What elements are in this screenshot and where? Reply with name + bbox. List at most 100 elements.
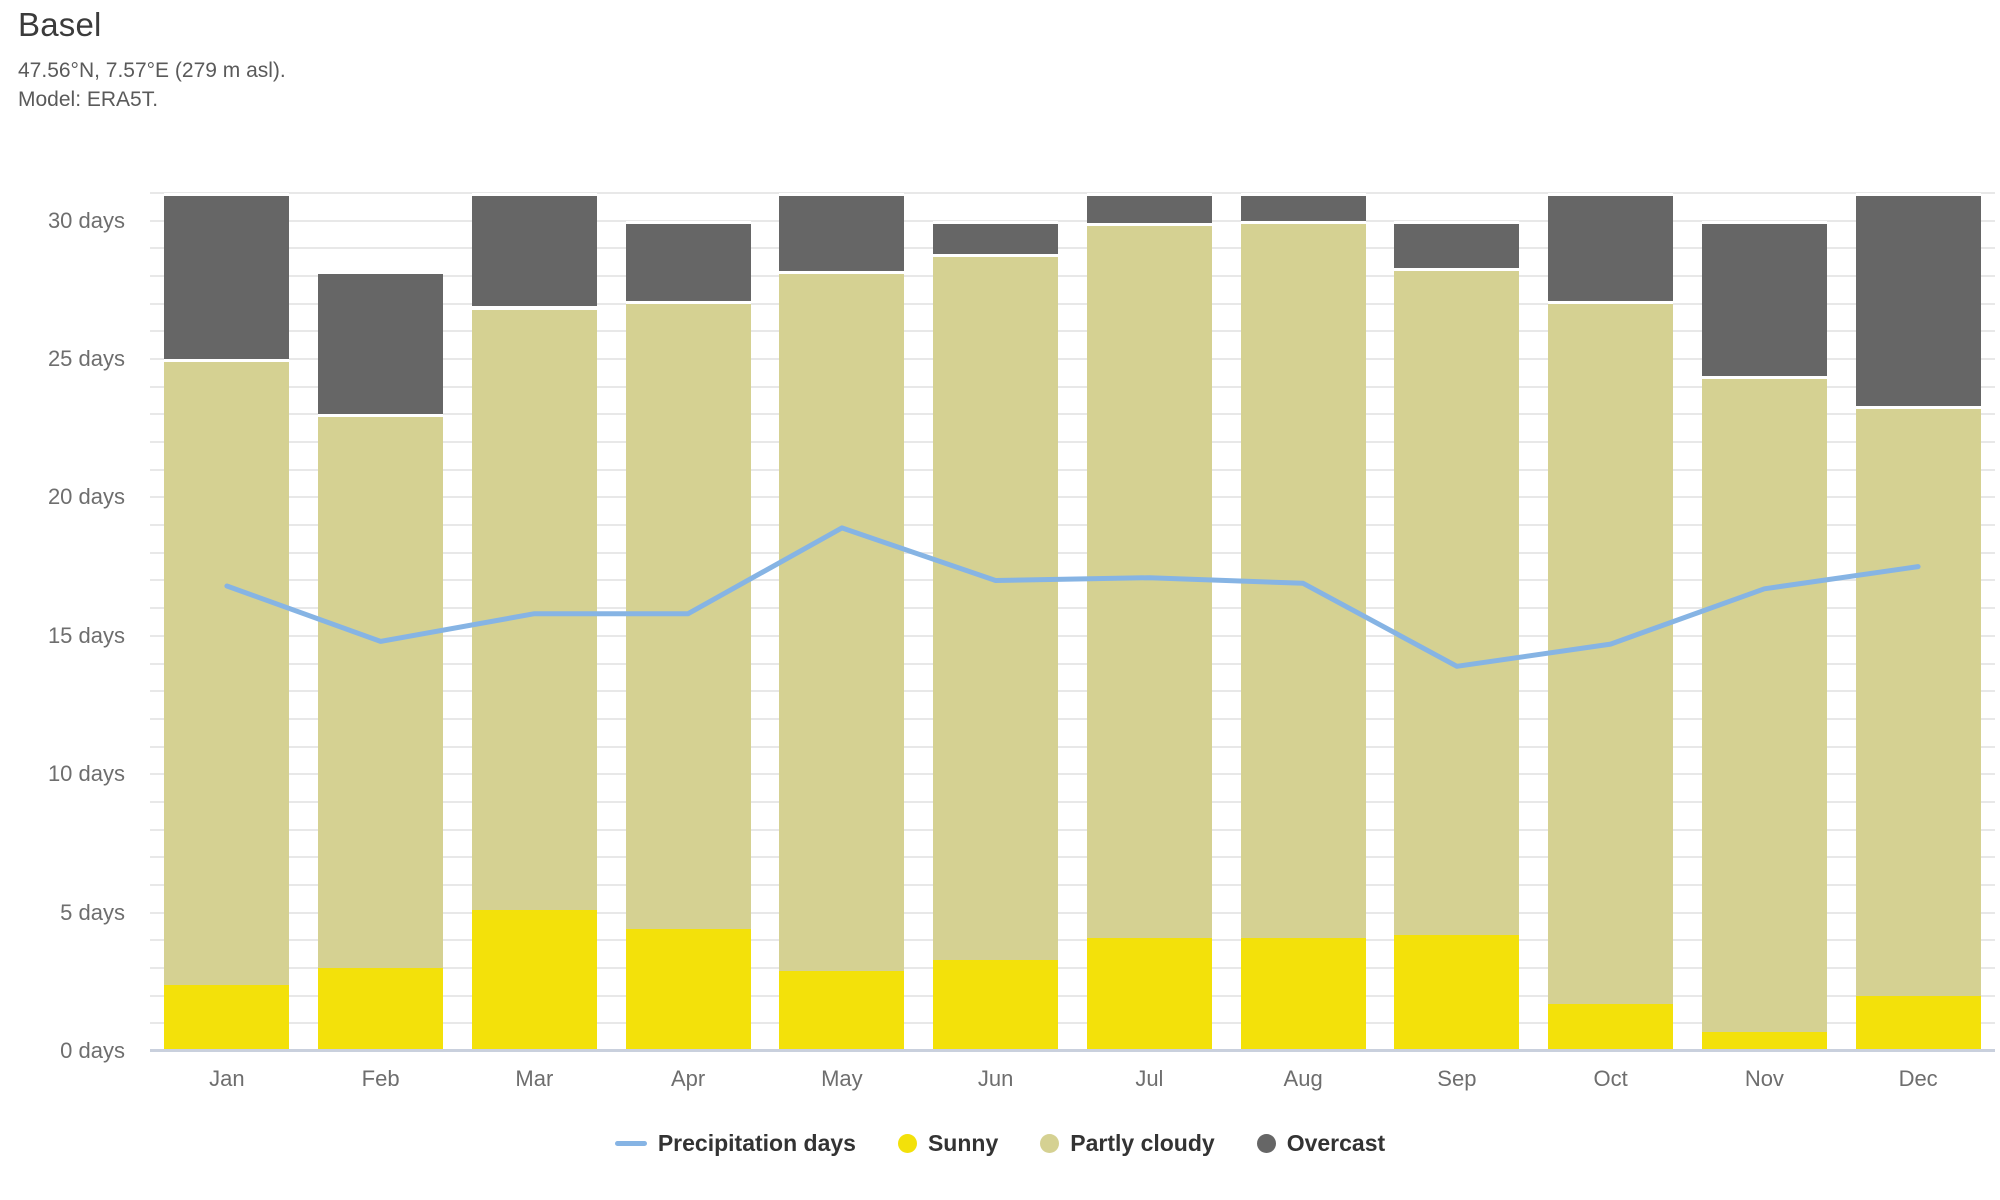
- gridline: [150, 634, 1995, 637]
- circle-marker-icon: [1256, 1134, 1276, 1153]
- bar-segment-sunny[interactable]: [625, 929, 751, 1051]
- bar-segment-overcast[interactable]: [1240, 193, 1366, 221]
- legend-item-sunny[interactable]: Sunny: [897, 1130, 999, 1157]
- legend-item-precipitation-days[interactable]: Precipitation days: [614, 1130, 856, 1157]
- gridline: [150, 911, 1995, 914]
- stacked-bar-may: [779, 193, 905, 1051]
- gridline: [150, 385, 1995, 388]
- gridline: [150, 413, 1995, 416]
- gridline: [150, 994, 1995, 997]
- stacked-bar-sep: [1394, 193, 1520, 1051]
- stacked-bar-dec: [1855, 193, 1981, 1051]
- chart-legend: Precipitation days Sunny Partly cloudy Over…: [0, 1130, 2000, 1157]
- plot-area: 0 days 5 days 10 days 15 days 20 days 25 days…: [48, 192, 1995, 1063]
- bar-segment-sunny[interactable]: [1394, 934, 1520, 1051]
- bar-segment-overcast[interactable]: [1701, 220, 1827, 376]
- stacked-bar-jun: [933, 193, 1059, 1051]
- bar-segment-sunny[interactable]: [318, 967, 444, 1051]
- bar-segment-overcast[interactable]: [625, 220, 751, 301]
- model-label: Model: ERA5T.: [18, 88, 159, 111]
- bar-segment-overcast[interactable]: [1548, 193, 1674, 301]
- legend-label: Overcast: [1286, 1130, 1386, 1156]
- x-axis-label-nov: Nov: [1744, 1066, 1784, 1091]
- gridline: [150, 717, 1995, 720]
- gridline: [150, 302, 1995, 305]
- bar-segment-overcast[interactable]: [1394, 220, 1520, 268]
- stacked-bar-nov: [1701, 193, 1827, 1051]
- bar-segment-sunny[interactable]: [1855, 995, 1981, 1051]
- bar-segment-partly-cloudy[interactable]: [164, 359, 290, 985]
- bar-segment-partly-cloudy[interactable]: [1701, 375, 1827, 1032]
- bar-segment-overcast[interactable]: [164, 193, 290, 360]
- x-axis-label-jun: Jun: [977, 1066, 1014, 1091]
- bar-segment-partly-cloudy[interactable]: [318, 414, 444, 968]
- circle-marker-icon: [1040, 1134, 1060, 1153]
- gridline: [150, 551, 1995, 554]
- y-axis-tick-label: 20 days: [47, 484, 125, 510]
- gridline: [150, 939, 1995, 942]
- bar-segment-sunny[interactable]: [933, 959, 1059, 1051]
- precipitation-days-line[interactable]: [150, 193, 1995, 1051]
- bar-segment-overcast[interactable]: [779, 193, 905, 271]
- x-axis-month-labels: Jan Feb Mar Apr May Jun Jul Aug Sep Oct Nov Dec: [150, 1066, 1995, 1092]
- stacked-bar-jan: [164, 193, 290, 1051]
- y-axis-tick-label: 15 days: [47, 622, 125, 648]
- bar-segment-sunny[interactable]: [779, 970, 905, 1051]
- gridline: [150, 883, 1995, 886]
- gridline: [150, 773, 1995, 776]
- legend-label: Precipitation days: [657, 1130, 856, 1156]
- stacked-bar-aug: [1240, 193, 1366, 1051]
- gridline: [150, 607, 1995, 610]
- x-axis-label-dec: Dec: [1898, 1066, 1938, 1091]
- x-axis-label-may: May: [821, 1066, 863, 1091]
- bar-segment-overcast[interactable]: [1086, 193, 1212, 224]
- gridline: [150, 690, 1995, 693]
- bar-segment-sunny[interactable]: [1086, 937, 1212, 1051]
- x-axis-label-mar: Mar: [515, 1066, 554, 1091]
- x-axis-label-jul: Jul: [1135, 1066, 1164, 1091]
- bar-segment-partly-cloudy[interactable]: [1394, 267, 1520, 935]
- bar-segment-sunny[interactable]: [164, 984, 290, 1051]
- y-axis-tick-label: 0 days: [60, 1038, 125, 1063]
- bar-segment-sunny[interactable]: [471, 909, 597, 1051]
- bar-segment-sunny[interactable]: [1701, 1031, 1827, 1051]
- gridline: [150, 468, 1995, 471]
- legend-item-overcast[interactable]: Overcast: [1256, 1130, 1386, 1157]
- legend-label: Partly cloudy: [1070, 1130, 1215, 1156]
- gridline: [150, 330, 1995, 333]
- gridline: [150, 358, 1995, 361]
- gridline: [150, 1022, 1995, 1025]
- y-axis-tick-label: 25 days: [47, 346, 125, 372]
- stacked-bar-mar: [471, 193, 597, 1051]
- line-marker-icon: [614, 1141, 647, 1146]
- legend-label: Sunny: [927, 1130, 999, 1156]
- y-axis-tick-label: 5 days: [60, 899, 125, 925]
- x-axis-label-jan: Jan: [209, 1066, 245, 1091]
- bar-segment-sunny[interactable]: [1548, 1003, 1674, 1051]
- gridline: [150, 192, 1995, 194]
- gridline: [150, 275, 1995, 278]
- x-axis-label-apr: Apr: [671, 1066, 706, 1091]
- gridline: [150, 441, 1995, 444]
- gridline: [150, 247, 1995, 250]
- gridline: [150, 856, 1995, 859]
- stacked-bar-feb: [318, 193, 444, 1051]
- bar-segment-overcast[interactable]: [1855, 193, 1981, 407]
- gridline: [150, 662, 1995, 665]
- gridline: [150, 966, 1995, 969]
- x-axis-label-sep: Sep: [1437, 1066, 1477, 1091]
- bar-segment-partly-cloudy[interactable]: [1855, 406, 1981, 996]
- bar-segment-partly-cloudy[interactable]: [779, 270, 905, 971]
- x-axis-baseline: [150, 1049, 1995, 1052]
- x-axis-label-oct: Oct: [1593, 1066, 1628, 1091]
- bar-segment-sunny[interactable]: [1240, 937, 1366, 1051]
- bar-segment-overcast[interactable]: [471, 193, 597, 307]
- bar-segment-overcast[interactable]: [318, 270, 444, 415]
- bar-segment-overcast[interactable]: [933, 220, 1059, 254]
- bar-segment-partly-cloudy[interactable]: [471, 306, 597, 910]
- gridline: [150, 524, 1995, 527]
- bar-segment-partly-cloudy[interactable]: [1240, 220, 1366, 938]
- bar-segment-partly-cloudy[interactable]: [933, 253, 1059, 960]
- legend-item-partly-cloudy[interactable]: Partly cloudy: [1040, 1130, 1215, 1157]
